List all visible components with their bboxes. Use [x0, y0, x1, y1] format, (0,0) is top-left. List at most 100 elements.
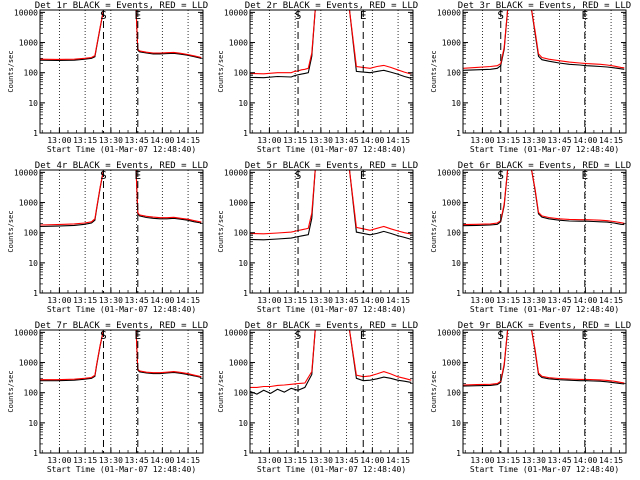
x-tick-label: 14:15: [386, 136, 410, 145]
series-group: [40, 10, 202, 61]
marker-label-s: S: [295, 9, 302, 22]
marker-label-e: E: [134, 169, 141, 182]
x-tick-label: 14:15: [176, 136, 200, 145]
marker-label-e: E: [582, 169, 589, 182]
x-tick-label: 13:30: [99, 136, 123, 145]
series-line-events: [463, 10, 625, 71]
marker-label-e: E: [360, 9, 367, 22]
series-group: [250, 170, 412, 241]
x-tick-label: 14:00: [360, 456, 384, 465]
y-axis-label: Counts/sec: [217, 370, 225, 412]
x-tick-label: 13:45: [335, 296, 359, 305]
x-tick-label: 13:30: [522, 136, 546, 145]
x-tick-label: 14:15: [176, 456, 200, 465]
series-line-lld: [40, 10, 202, 60]
y-tick-label: 1000: [19, 199, 38, 208]
chart-title: Det 1r BLACK = Events, RED = LLD: [35, 1, 208, 11]
y-tick-label: 10: [238, 259, 248, 268]
x-tick-label: 13:00: [470, 456, 494, 465]
chart-title: Det 4r BLACK = Events, RED = LLD: [35, 161, 208, 171]
series-group: [463, 330, 625, 387]
x-tick-label: 13:45: [335, 136, 359, 145]
y-tick-label: 100: [447, 69, 462, 78]
x-tick-label: 13:00: [470, 136, 494, 145]
y-axis-label: Counts/sec: [217, 50, 225, 92]
x-tick-label: 13:30: [522, 296, 546, 305]
marker-label-e: E: [360, 169, 367, 182]
x-tick-label: 13:30: [99, 456, 123, 465]
x-tick-label: 13:30: [309, 136, 333, 145]
series-line-lld: [250, 10, 412, 75]
x-tick-label: 14:00: [573, 456, 597, 465]
x-axis-label: Start Time (01-Mar-07 12:48:40): [47, 465, 196, 474]
x-axis-label: Start Time (01-Mar-07 12:48:40): [470, 145, 619, 154]
x-tick-label: 14:15: [386, 296, 410, 305]
marker-label-e: E: [360, 329, 367, 342]
marker-label-s: S: [497, 9, 504, 22]
y-axis-label: Counts/sec: [7, 370, 15, 412]
x-tick-label: 14:15: [599, 456, 623, 465]
y-tick-label: 100: [447, 229, 462, 238]
x-tick-label: 13:15: [73, 296, 97, 305]
y-tick-label: 1: [33, 449, 38, 458]
x-tick-label: 13:45: [335, 456, 359, 465]
x-tick-label: 13:30: [99, 296, 123, 305]
x-tick-label: 13:45: [548, 296, 572, 305]
series-line-lld: [250, 330, 412, 388]
series-line-events: [40, 10, 202, 61]
y-tick-label: 100: [234, 69, 249, 78]
marker-label-s: S: [497, 329, 504, 342]
x-tick-label: 13:00: [47, 296, 71, 305]
x-tick-label: 13:15: [73, 456, 97, 465]
x-tick-label: 14:00: [573, 136, 597, 145]
chart-title: Det 7r BLACK = Events, RED = LLD: [35, 321, 208, 331]
x-tick-label: 13:00: [257, 136, 281, 145]
y-axis-label: Counts/sec: [7, 50, 15, 92]
marker-label-s: S: [295, 169, 302, 182]
x-tick-label: 13:15: [283, 136, 307, 145]
series-line-events: [250, 170, 412, 241]
chart-title: Det 9r BLACK = Events, RED = LLD: [458, 321, 631, 331]
x-axis-label: Start Time (01-Mar-07 12:48:40): [257, 465, 406, 474]
x-tick-label: 13:45: [548, 136, 572, 145]
series-line-events: [463, 170, 625, 227]
x-tick-label: 13:00: [47, 456, 71, 465]
x-tick-label: 13:45: [125, 136, 149, 145]
plot-frame: [39, 9, 204, 134]
y-tick-label: 10000: [224, 168, 248, 177]
x-tick-label: 13:00: [470, 296, 494, 305]
x-tick-label: 13:45: [125, 456, 149, 465]
y-tick-label: 1000: [229, 199, 248, 208]
plot-frame: [462, 169, 627, 294]
y-tick-label: 100: [24, 69, 39, 78]
y-axis-label: Counts/sec: [430, 50, 438, 92]
x-axis-label: Start Time (01-Mar-07 12:48:40): [470, 305, 619, 314]
y-tick-label: 10000: [224, 328, 248, 337]
x-axis-label: Start Time (01-Mar-07 12:48:40): [47, 145, 196, 154]
series-group: [250, 330, 412, 395]
chart-title: Det 8r BLACK = Events, RED = LLD: [245, 321, 418, 331]
y-tick-label: 1000: [19, 359, 38, 368]
x-axis-label: Start Time (01-Mar-07 12:48:40): [47, 305, 196, 314]
x-tick-label: 13:45: [125, 296, 149, 305]
y-tick-label: 10: [238, 99, 248, 108]
x-tick-label: 14:00: [360, 136, 384, 145]
series-line-events: [40, 170, 202, 228]
marker-label-e: E: [582, 329, 589, 342]
plot-frame: [39, 329, 204, 454]
x-tick-label: 14:00: [150, 136, 174, 145]
x-tick-label: 13:00: [257, 296, 281, 305]
y-tick-label: 10000: [437, 8, 461, 17]
y-tick-label: 1: [243, 129, 248, 138]
x-tick-label: 14:00: [360, 296, 384, 305]
y-tick-label: 1: [33, 289, 38, 298]
x-tick-label: 13:15: [496, 136, 520, 145]
series-line-events: [40, 330, 202, 382]
x-tick-label: 14:15: [386, 456, 410, 465]
